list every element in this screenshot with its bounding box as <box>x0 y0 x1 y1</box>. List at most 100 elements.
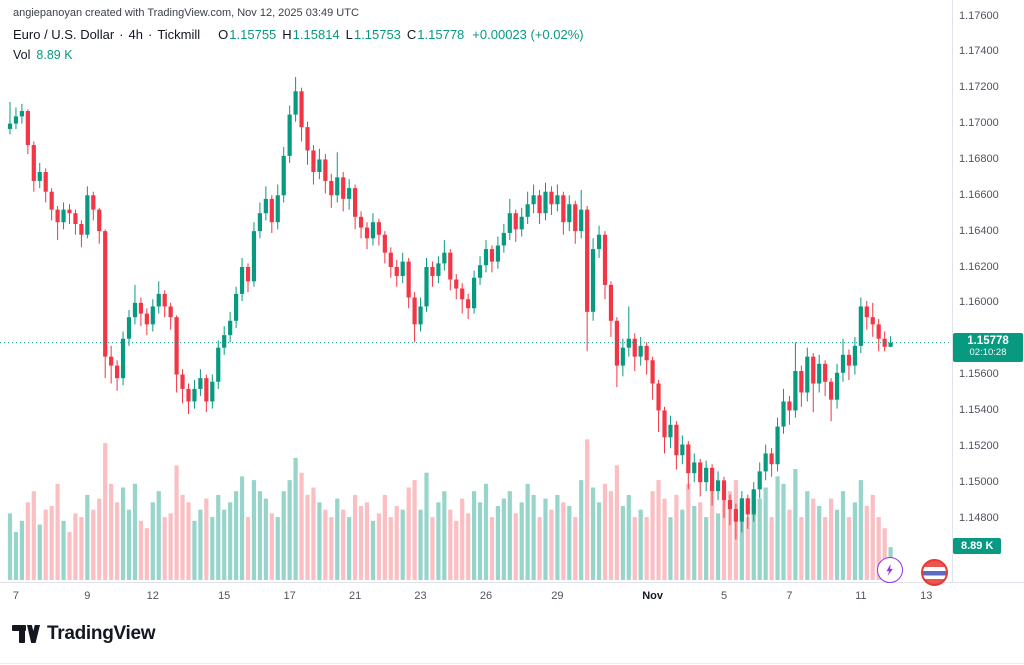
volume-bar <box>638 509 643 580</box>
candle-body <box>811 356 816 384</box>
volume-bar <box>549 509 554 580</box>
volume-bar <box>531 494 536 580</box>
volume-bar <box>644 517 649 580</box>
volume-bar <box>138 520 143 580</box>
volume-bar <box>311 487 316 580</box>
candle-body <box>567 204 572 223</box>
volume-bar <box>626 494 631 580</box>
volume-bar <box>698 502 703 580</box>
candle-body <box>132 302 138 318</box>
volume-bar <box>317 502 322 580</box>
broker-label[interactable]: Tickmill <box>157 27 201 42</box>
volume-bar <box>406 487 411 580</box>
volume-bar <box>525 483 530 580</box>
close-value: 1.15778 <box>417 27 465 42</box>
candle-body <box>799 370 804 393</box>
candle-body <box>674 424 679 456</box>
open-label: O <box>218 27 229 42</box>
price-axis[interactable]: 1.17600 1.17400 1.17200 1.17000 1.16800 1.166… <box>952 0 1024 582</box>
volume-bar <box>870 494 875 580</box>
tradingview-logo-mark <box>12 625 40 643</box>
volume-bar <box>245 517 251 580</box>
volume-bar <box>228 502 233 580</box>
current-price-badge: 1.15778 02:10:28 <box>953 332 1023 362</box>
current-price-value: 1.15778 <box>967 334 1009 347</box>
time-axis-label: 21 <box>348 590 362 602</box>
volume-bar <box>561 502 566 580</box>
volume-bar <box>763 487 768 580</box>
candle-body <box>245 267 251 282</box>
candle-body <box>13 116 19 124</box>
candle-body <box>400 261 405 276</box>
volume-bar <box>543 498 548 580</box>
candle-body <box>269 198 274 223</box>
candle-body <box>585 209 590 312</box>
candle-body <box>579 209 584 232</box>
candle-body <box>698 462 703 483</box>
volume-bar <box>846 517 852 580</box>
volume-bar <box>704 517 709 580</box>
volume-bar <box>192 520 197 580</box>
volume-bar <box>234 491 239 580</box>
volume-row: Vol 8.89 K <box>13 48 584 62</box>
candle-body <box>793 370 798 411</box>
volume-bar <box>692 506 697 580</box>
volume-bar <box>323 509 328 580</box>
volume-bar <box>424 472 429 580</box>
candle-body <box>85 195 90 235</box>
tradingview-logo[interactable]: TradingView <box>12 621 156 647</box>
candle-body <box>263 198 268 214</box>
volume-label[interactable]: Vol <box>13 48 31 62</box>
lightning-glyph <box>886 564 893 576</box>
price-axis-label: 1.15000 <box>959 475 999 488</box>
candle-body <box>168 306 173 318</box>
volume-bar <box>150 502 155 580</box>
volume-bar <box>775 476 780 580</box>
volume-bar <box>727 491 733 580</box>
price-axis-label: 1.16600 <box>959 188 999 201</box>
candle-body <box>501 232 506 246</box>
candle-body <box>834 372 840 400</box>
volume-bar <box>275 517 280 580</box>
volume-bar <box>632 517 637 580</box>
volume-series <box>7 439 893 580</box>
lightning-icon[interactable] <box>877 557 903 583</box>
volume-bar <box>834 509 840 580</box>
volume-bar <box>466 513 471 580</box>
flag-icon[interactable] <box>921 559 948 586</box>
candle-body <box>275 195 280 223</box>
price-axis-label: 1.16400 <box>959 224 999 237</box>
high-value: 1.15814 <box>292 27 340 42</box>
volume-bar <box>335 498 340 580</box>
volume-bar <box>353 494 358 580</box>
candlestick-series <box>7 76 893 540</box>
volume-bar <box>358 506 364 580</box>
volume-bar <box>43 509 48 580</box>
volume-bar <box>293 457 298 580</box>
volume-bar <box>115 502 120 580</box>
time-axis[interactable]: 7 9 12 15 17 21 23 26 29 Nov 5 7 11 13 <box>0 582 1024 611</box>
price-axis-label: 1.16200 <box>959 260 999 273</box>
volume-bar <box>829 498 834 580</box>
volume-bar <box>31 491 36 580</box>
volume-bar <box>448 509 453 580</box>
volume-bar <box>662 498 667 580</box>
price-axis-label: 1.15600 <box>959 368 999 381</box>
volume-bar <box>591 487 596 580</box>
candle-body <box>376 222 381 235</box>
candle-body <box>234 293 239 321</box>
candle-body <box>840 354 846 373</box>
price-chart-canvas[interactable] <box>0 0 952 582</box>
volume-bar <box>186 502 191 580</box>
candle-body <box>632 338 637 357</box>
candle-body <box>180 374 185 389</box>
volume-bar <box>477 502 483 580</box>
volume-bar <box>668 517 673 580</box>
volume-bar <box>120 487 126 580</box>
candle-body <box>19 111 24 117</box>
interval-label[interactable]: 4h <box>128 27 143 42</box>
candle-body <box>614 320 619 366</box>
volume-bar <box>49 506 54 580</box>
symbol-title[interactable]: Euro / U.S. Dollar <box>13 27 115 42</box>
volume-bar <box>757 498 762 580</box>
